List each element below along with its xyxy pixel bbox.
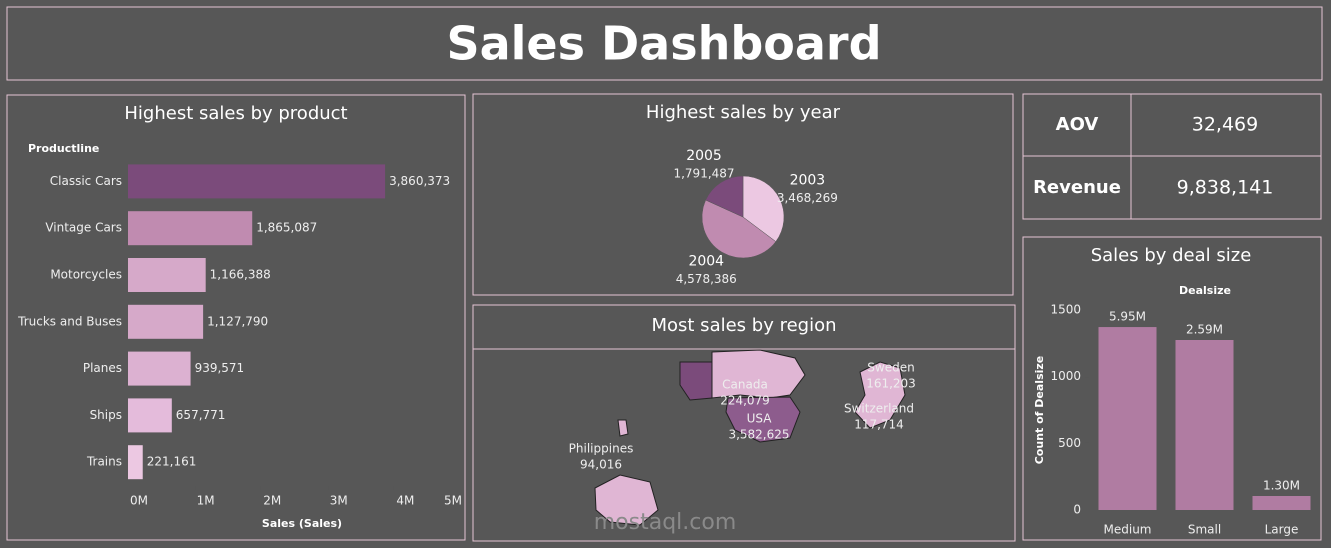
dashboard-title: Sales Dashboard	[446, 17, 881, 71]
deal-panel	[1022, 236, 1322, 541]
product-panel	[6, 94, 466, 541]
year-panel	[472, 93, 1014, 296]
pie-value: 4,578,386	[676, 272, 737, 286]
x-tick-label: Medium	[1104, 523, 1152, 537]
kpi-label: AOV	[1056, 114, 1099, 135]
map-shapes	[594, 349, 906, 526]
x-tick-label: Large	[1265, 523, 1299, 537]
value-label: 939,571	[195, 361, 245, 375]
region-name: Sweden	[867, 361, 914, 375]
y-tick-label: Ships	[90, 408, 122, 422]
y-tick-label: Trucks and Buses	[17, 314, 122, 328]
y-tick-label: Vintage Cars	[45, 221, 122, 235]
y-tick-label: Motorcycles	[50, 268, 122, 282]
legend-title: Dealsize	[1179, 284, 1231, 297]
x-tick-label: 3M	[330, 494, 348, 508]
region-name: Switzerland	[844, 402, 914, 416]
y-tick-label: Planes	[83, 361, 122, 375]
chart-title: Highest sales by year	[646, 102, 841, 123]
value-label: 657,771	[176, 408, 226, 422]
region-name: USA	[747, 412, 773, 426]
map-title: Most sales by region	[651, 315, 836, 336]
category-header: Productline	[28, 142, 99, 155]
value-label: 3,860,373	[389, 174, 450, 188]
x-axis-label: Sales (Sales)	[262, 517, 342, 530]
x-tick-label: 4M	[396, 494, 414, 508]
pie-slice	[705, 175, 744, 218]
bar	[128, 304, 204, 339]
y-tick-label: 500	[1058, 436, 1081, 450]
region-name: Canada	[722, 378, 768, 392]
value-label: 1,166,388	[210, 268, 271, 282]
kpi-label: Revenue	[1033, 177, 1121, 198]
region-value: 117,714	[854, 418, 904, 432]
philippines	[617, 419, 629, 437]
value-label: 1,127,790	[207, 314, 268, 328]
region-value: 161,203	[866, 377, 916, 391]
region-value: 94,016	[580, 458, 622, 472]
y-tick-label: Trains	[86, 455, 122, 469]
chart-title: Highest sales by product	[124, 103, 347, 124]
bar-label: 2.59M	[1186, 323, 1223, 337]
bar	[128, 164, 386, 199]
pie-category: 2003	[790, 172, 826, 188]
bar	[1175, 340, 1234, 510]
y-tick-label: 1000	[1050, 369, 1081, 383]
x-tick-label: Small	[1188, 523, 1221, 537]
bar	[128, 211, 253, 246]
x-tick-label: 0M	[130, 494, 148, 508]
europe	[854, 361, 906, 429]
header-panel	[6, 6, 1323, 81]
x-tick-label: 2M	[263, 494, 281, 508]
y-tick-label: 0	[1073, 503, 1081, 517]
alaska	[679, 361, 713, 401]
pie-slice	[742, 175, 785, 242]
bar	[128, 445, 143, 480]
y-tick-label: 1500	[1050, 303, 1081, 317]
canada	[711, 349, 806, 399]
bar	[128, 398, 172, 433]
region-value: 224,079	[720, 394, 770, 408]
bar-label: 1.30M	[1263, 479, 1300, 493]
pie-value: 3,468,269	[777, 191, 838, 205]
australia	[594, 474, 659, 526]
region-name: Philippines	[569, 442, 634, 456]
bar-label: 5.95M	[1109, 310, 1146, 324]
y-axis-label: Count of Dealsize	[1033, 356, 1046, 465]
usa	[725, 396, 801, 443]
pie-value: 1,791,487	[673, 166, 734, 180]
bar	[1252, 496, 1311, 510]
value-label: 1,865,087	[256, 221, 317, 235]
region-panel	[472, 304, 1016, 542]
x-tick-label: 1M	[197, 494, 215, 508]
y-tick-label: Classic Cars	[50, 174, 122, 188]
kpi-value: 9,838,141	[1177, 177, 1274, 199]
watermark: mostaql.com	[594, 510, 737, 535]
pie-slice	[701, 199, 777, 259]
region-value: 3,582,625	[728, 428, 789, 442]
pie-category: 2004	[688, 253, 724, 269]
bar	[128, 258, 206, 292]
kpi-value: 32,469	[1192, 114, 1258, 136]
value-label: 221,161	[147, 455, 197, 469]
bar	[128, 351, 191, 386]
chart-title: Sales by deal size	[1091, 245, 1252, 266]
x-tick-label: 5M	[444, 494, 462, 508]
bar	[1098, 327, 1157, 510]
pie-category: 2005	[686, 148, 722, 164]
